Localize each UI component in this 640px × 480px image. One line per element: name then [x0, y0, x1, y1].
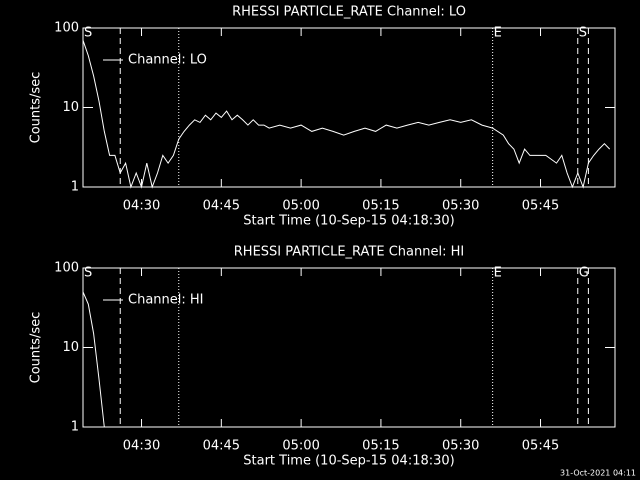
- x-axis-label: Start Time (10-Sep-15 04:18:30): [243, 454, 454, 469]
- data-line: [82, 291, 105, 428]
- x-tick-label: 04:30: [123, 199, 160, 214]
- legend-label: Channel: LO: [128, 53, 207, 68]
- x-tick-label: 05:00: [282, 199, 319, 214]
- chart-title: RHESSI PARTICLE_RATE Channel: HI: [234, 245, 464, 260]
- marker-label: E: [494, 266, 502, 281]
- y-axis-label: Counts/sec: [29, 72, 44, 144]
- marker-label: G: [579, 266, 589, 281]
- y-tick-label: 100: [54, 261, 79, 276]
- footer: 31-Oct-2021 04:11: [560, 469, 636, 478]
- y-tick-label: 10: [62, 340, 79, 355]
- legend-label: Channel: HI: [128, 293, 204, 308]
- x-tick-label: 04:30: [123, 439, 160, 454]
- marker-label: S: [579, 26, 587, 41]
- x-tick-label: 05:45: [522, 199, 559, 214]
- x-tick-label: 04:45: [203, 199, 240, 214]
- x-axis-label: Start Time (10-Sep-15 04:18:30): [243, 214, 454, 229]
- x-tick-label: 05:30: [442, 439, 479, 454]
- y-tick-label: 10: [62, 100, 79, 115]
- y-axis-label: Counts/sec: [29, 312, 44, 384]
- x-tick-label: 05:00: [282, 439, 319, 454]
- x-tick-label: 04:45: [203, 439, 240, 454]
- y-tick-label: 100: [54, 21, 79, 36]
- marker-label: S: [84, 26, 92, 41]
- x-tick-label: 05:15: [362, 439, 399, 454]
- chart-title: RHESSI PARTICLE_RATE Channel: LO: [232, 5, 466, 20]
- x-tick-label: 05:30: [442, 199, 479, 214]
- marker-label: S: [84, 266, 92, 281]
- marker-label: E: [494, 26, 502, 41]
- data-line: [82, 40, 611, 189]
- x-tick-label: 05:45: [522, 439, 559, 454]
- x-tick-label: 05:15: [362, 199, 399, 214]
- y-tick-label: 1: [71, 180, 79, 195]
- y-tick-label: 1: [71, 420, 79, 435]
